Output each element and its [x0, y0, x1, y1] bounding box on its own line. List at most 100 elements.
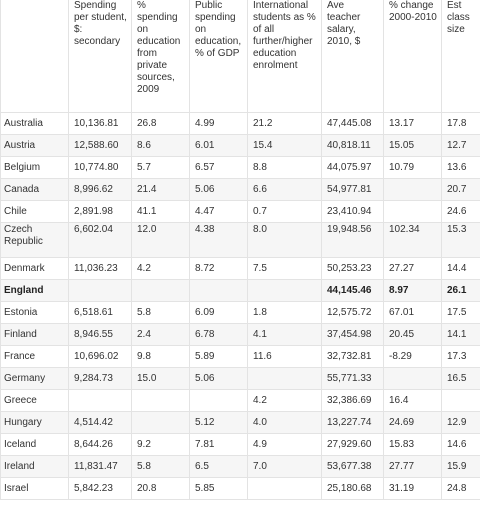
header-public-spending: Public spending on education, % of GDP: [189, 0, 248, 113]
table-row: Chile 2,891.98 41.1 4.47 0.7 23,410.94 24.6: [0, 200, 480, 223]
table-row: Belgium 10,774.80 5.7 6.57 8.8 44,075.97 10.79…: [0, 156, 480, 179]
class-size-cell: 14.1: [441, 323, 480, 346]
country-cell: Australia: [0, 112, 69, 135]
international-cell: [247, 279, 322, 302]
country-cell: France: [0, 345, 69, 368]
public-gdp-cell: 5.89: [189, 345, 248, 368]
international-cell: 4.9: [247, 433, 322, 456]
table-row: Greece 4.2 32,386.69 16.4: [0, 389, 480, 412]
private-share-cell: 5.8: [131, 301, 190, 324]
salary-cell: 19,948.56: [321, 222, 384, 258]
private-share-cell: 15.0: [131, 367, 190, 390]
country-cell: Hungary: [0, 411, 69, 434]
country-cell: Ireland: [0, 455, 69, 478]
salary-cell: 23,410.94: [321, 200, 384, 223]
change-cell: 27.77: [383, 455, 442, 478]
international-cell: 8.8: [247, 156, 322, 179]
country-cell: Finland: [0, 323, 69, 346]
class-size-cell: 15.3: [441, 222, 480, 258]
private-share-cell: 9.2: [131, 433, 190, 456]
country-cell: Austria: [0, 134, 69, 157]
change-cell: 67.01: [383, 301, 442, 324]
class-size-cell: 20.7: [441, 178, 480, 201]
table-row: Ireland 11,831.47 5.8 6.5 7.0 53,677.38 27.77 1…: [0, 455, 480, 478]
spending-cell: [68, 279, 132, 302]
change-cell: [383, 200, 442, 223]
spending-cell: 12,588.60: [68, 134, 132, 157]
table-row: Hungary 4,514.42 5.12 4.0 13,227.74 24.69 12.9: [0, 411, 480, 434]
change-cell: 102.34: [383, 222, 442, 258]
header-international-students: International students as % of all furth…: [247, 0, 322, 113]
change-cell: 13.17: [383, 112, 442, 135]
table-body: Australia 10,136.81 26.8 4.99 21.2 47,445.08 1…: [0, 112, 480, 500]
private-share-cell: 2.4: [131, 323, 190, 346]
salary-cell: 53,677.38: [321, 455, 384, 478]
class-size-cell: 17.8: [441, 112, 480, 135]
header-row: Spending per student, $: secondary % spe…: [0, 0, 480, 113]
private-share-cell: 9.8: [131, 345, 190, 368]
change-cell: 10.79: [383, 156, 442, 179]
public-gdp-cell: 5.85: [189, 477, 248, 500]
class-size-cell: 13.6: [441, 156, 480, 179]
public-gdp-cell: [189, 389, 248, 412]
class-size-cell: 24.6: [441, 200, 480, 223]
public-gdp-cell: 5.12: [189, 411, 248, 434]
public-gdp-cell: 4.38: [189, 222, 248, 258]
international-cell: 15.4: [247, 134, 322, 157]
international-cell: 4.2: [247, 389, 322, 412]
private-share-cell: 5.7: [131, 156, 190, 179]
international-cell: 21.2: [247, 112, 322, 135]
salary-cell: 27,929.60: [321, 433, 384, 456]
salary-cell: 47,445.08: [321, 112, 384, 135]
public-gdp-cell: 8.72: [189, 257, 248, 280]
change-cell: -8.29: [383, 345, 442, 368]
international-cell: 7.0: [247, 455, 322, 478]
spending-cell: 10,774.80: [68, 156, 132, 179]
country-cell: England: [0, 279, 69, 302]
country-cell: Greece: [0, 389, 69, 412]
header-class-size: Est class size: [441, 0, 480, 113]
private-share-cell: 41.1: [131, 200, 190, 223]
spending-cell: 6,518.61: [68, 301, 132, 324]
change-cell: [383, 367, 442, 390]
public-gdp-cell: 6.57: [189, 156, 248, 179]
international-cell: [247, 367, 322, 390]
spending-cell: 6,602.04: [68, 222, 132, 258]
country-cell: Denmark: [0, 257, 69, 280]
table-row: Austria 12,588.60 8.6 6.01 15.4 40,818.11 15.0…: [0, 134, 480, 157]
private-share-cell: 4.2: [131, 257, 190, 280]
private-share-cell: [131, 279, 190, 302]
salary-cell: 32,732.81: [321, 345, 384, 368]
international-cell: 8.0: [247, 222, 322, 258]
class-size-cell: 12.7: [441, 134, 480, 157]
international-cell: 0.7: [247, 200, 322, 223]
international-cell: 6.6: [247, 178, 322, 201]
spending-cell: 8,946.55: [68, 323, 132, 346]
private-share-cell: 5.8: [131, 455, 190, 478]
country-cell: Germany: [0, 367, 69, 390]
table-row: Canada 8,996.62 21.4 5.06 6.6 54,977.81 20.7: [0, 178, 480, 201]
change-cell: 27.27: [383, 257, 442, 280]
class-size-cell: 14.4: [441, 257, 480, 280]
change-cell: 15.83: [383, 433, 442, 456]
spending-cell: 10,696.02: [68, 345, 132, 368]
table-row: Iceland 8,644.26 9.2 7.81 4.9 27,929.60 15.83 1…: [0, 433, 480, 456]
salary-cell: 12,575.72: [321, 301, 384, 324]
international-cell: 1.8: [247, 301, 322, 324]
header-private-spending: % spending on education from private sou…: [131, 0, 190, 113]
spending-cell: 8,644.26: [68, 433, 132, 456]
class-size-cell: [441, 389, 480, 412]
public-gdp-cell: [189, 279, 248, 302]
international-cell: 4.0: [247, 411, 322, 434]
table-row: France 10,696.02 9.8 5.89 11.6 32,732.81 -8.29…: [0, 345, 480, 368]
table-row: Israel 5,842.23 20.8 5.85 25,180.68 31.19 24.8: [0, 477, 480, 500]
public-gdp-cell: 6.5: [189, 455, 248, 478]
header-salary-change: % change 2000-2010: [383, 0, 442, 113]
public-gdp-cell: 6.01: [189, 134, 248, 157]
salary-cell: 54,977.81: [321, 178, 384, 201]
spending-cell: 8,996.62: [68, 178, 132, 201]
public-gdp-cell: 5.06: [189, 178, 248, 201]
class-size-cell: 24.8: [441, 477, 480, 500]
salary-cell: 44,145.46: [321, 279, 384, 302]
table-row: Finland 8,946.55 2.4 6.78 4.1 37,454.98 20.45 1…: [0, 323, 480, 346]
